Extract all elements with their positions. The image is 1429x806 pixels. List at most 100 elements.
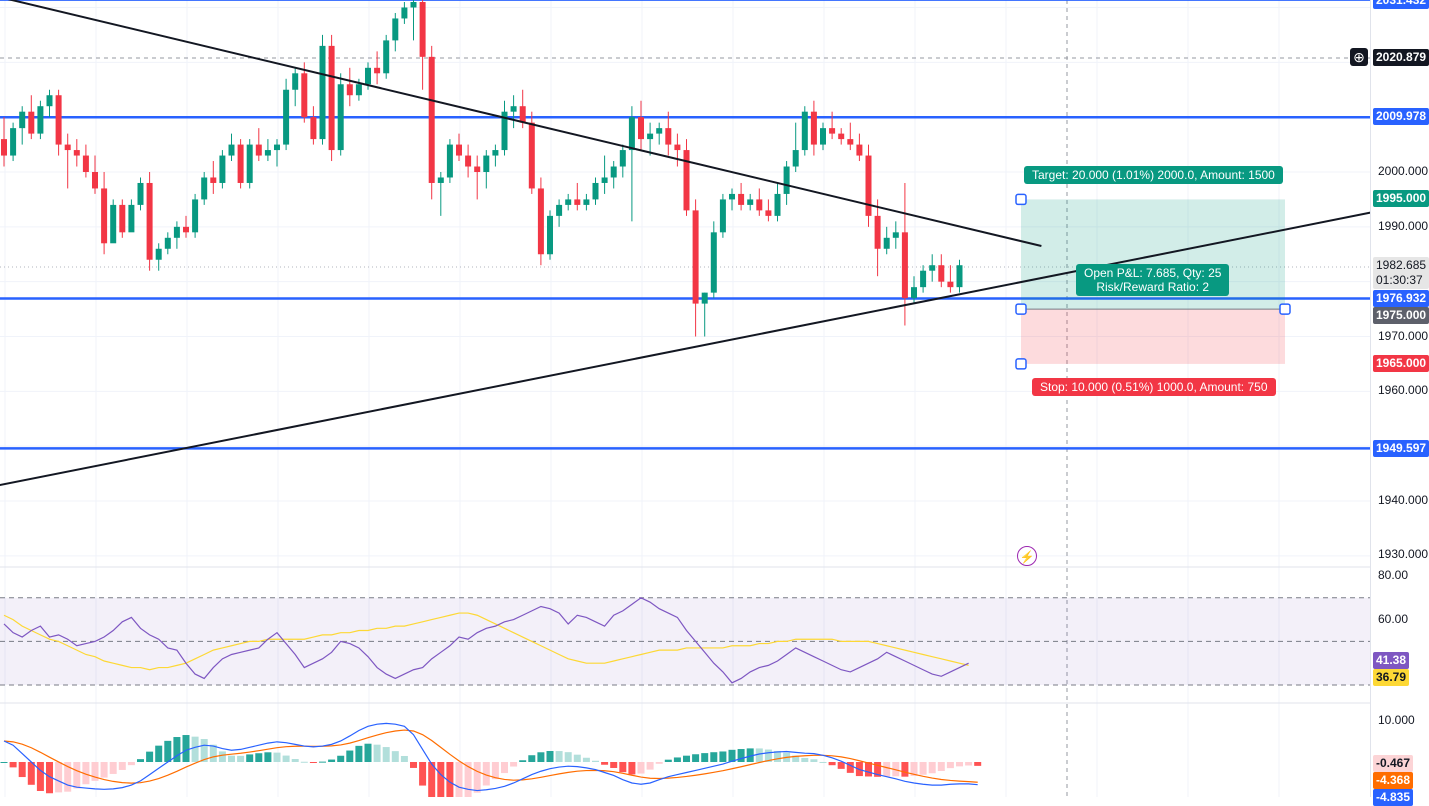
candle-body — [638, 117, 644, 140]
candle-body — [201, 177, 208, 200]
candle-body — [155, 248, 162, 260]
candle-body — [146, 182, 153, 260]
candle-body — [829, 128, 836, 134]
candle-body — [92, 172, 98, 189]
level-tag: 1976.932 — [1373, 290, 1429, 307]
macd-histogram-bar — [127, 762, 135, 766]
level-tag: 2031.432 — [1373, 0, 1429, 9]
candle-body — [801, 111, 808, 151]
candlestick-series — [1, 0, 963, 337]
price-tick: 1960.000 — [1378, 383, 1429, 397]
candle-body — [428, 56, 435, 183]
trendline — [0, 208, 1388, 487]
add-alert-plus-icon[interactable]: ⊕ — [1350, 48, 1368, 66]
lightning-icon[interactable]: ⚡ — [1017, 546, 1037, 566]
macd-histogram-bar — [619, 762, 627, 773]
macd-histogram-bar — [473, 762, 481, 793]
macd-histogram-bar — [410, 762, 417, 768]
macd-histogram-bar — [910, 762, 918, 776]
candle-body — [264, 150, 271, 156]
macd-histogram-bar — [73, 762, 81, 789]
macd-signal-tag: -4.368 — [1373, 772, 1414, 789]
price-tick: 1940.000 — [1378, 493, 1429, 507]
candle-body — [419, 2, 426, 57]
macd-histogram-bar — [946, 762, 954, 769]
candle-body — [656, 128, 663, 134]
macd-histogram-bar — [901, 762, 909, 777]
candle-body — [310, 117, 317, 140]
macd-histogram-bar — [137, 759, 144, 762]
macd-histogram-bar — [209, 744, 217, 762]
macd-histogram-bar — [655, 762, 663, 764]
macd-histogram-bar — [391, 751, 399, 762]
macd-histogram-bar — [937, 762, 945, 772]
position-handles — [1015, 193, 1291, 370]
macd-histogram-bar — [610, 762, 618, 768]
macd-histogram-bar — [482, 762, 490, 786]
stop-info-label[interactable]: Stop: 10.000 (0.51%) 1000.0, Amount: 750 — [1032, 378, 1276, 396]
target-info-label[interactable]: Target: 20.000 (1.01%) 2000.0, Amount: 1… — [1024, 166, 1283, 184]
macd-histogram-bar — [746, 748, 754, 762]
candle-body — [537, 188, 544, 255]
macd-histogram-bar — [874, 762, 882, 777]
candle-body — [810, 111, 817, 145]
macd-histogram-bar — [18, 762, 26, 778]
macd-histogram-bar — [892, 762, 900, 777]
macd-histogram-bar — [755, 748, 763, 762]
candle-body — [765, 210, 772, 216]
macd-histogram-bar — [173, 737, 181, 762]
candle-body — [628, 117, 635, 151]
macd-histogram-bar — [291, 759, 299, 762]
candle-body — [46, 95, 53, 107]
macd-histogram-bar — [692, 754, 700, 762]
candle-body — [365, 67, 371, 85]
candle-body — [392, 18, 399, 41]
macd-histogram-bar — [55, 762, 63, 793]
candle-body — [219, 155, 226, 183]
candle-body — [192, 199, 199, 233]
risk-reward-text: Risk/Reward Ratio: 2 — [1096, 280, 1210, 294]
stop-price-tag: 1965.000 — [1373, 355, 1429, 372]
candle-body — [938, 265, 945, 282]
loss-zone — [1021, 309, 1285, 364]
macd-histogram-bar — [300, 761, 308, 763]
candle-body — [173, 226, 180, 238]
level-tag: 1949.597 — [1373, 440, 1429, 457]
macd-histogram-bar — [810, 759, 818, 762]
macd-histogram-bar — [774, 750, 781, 762]
candle-body — [710, 232, 717, 293]
candle-body — [1, 139, 7, 156]
macd-histogram-bar — [792, 755, 800, 762]
macd-histogram-bar — [537, 752, 545, 762]
macd-histogram-bar — [237, 755, 245, 762]
crosshair-price-tag: 2020.879 — [1373, 49, 1429, 66]
candle-body — [719, 199, 726, 233]
macd-histogram-bar — [400, 755, 408, 762]
macd-histogram-bar — [273, 752, 281, 762]
open-pnl-label[interactable]: Open P&L: 7.685, Qty: 25 Risk/Reward Rat… — [1076, 264, 1230, 296]
macd-histogram-bar — [464, 762, 472, 797]
macd-histogram-bar — [828, 762, 836, 766]
macd-pane — [0, 722, 982, 797]
macd-histogram-bar — [546, 750, 554, 762]
price-tick: 1970.000 — [1378, 329, 1429, 343]
candle-body — [346, 84, 353, 96]
candle-body — [28, 111, 35, 134]
candle-body — [565, 199, 572, 205]
candle-body — [610, 166, 617, 178]
macd-line — [3, 722, 978, 792]
rsi-line — [3, 597, 969, 684]
macd-histogram-bar — [737, 749, 745, 762]
candle-body — [483, 155, 490, 172]
candle-body — [10, 128, 17, 156]
price-tick: 2000.000 — [1378, 164, 1429, 178]
macd-histogram-bar — [637, 762, 645, 774]
candle-body — [838, 133, 845, 140]
macd-histogram-bar — [883, 762, 891, 777]
macd-histogram-bar — [36, 762, 44, 791]
macd-histogram-bar — [182, 735, 190, 762]
candle-body — [856, 144, 863, 156]
macd-histogram-bar — [164, 740, 172, 762]
candle-body — [328, 45, 335, 151]
